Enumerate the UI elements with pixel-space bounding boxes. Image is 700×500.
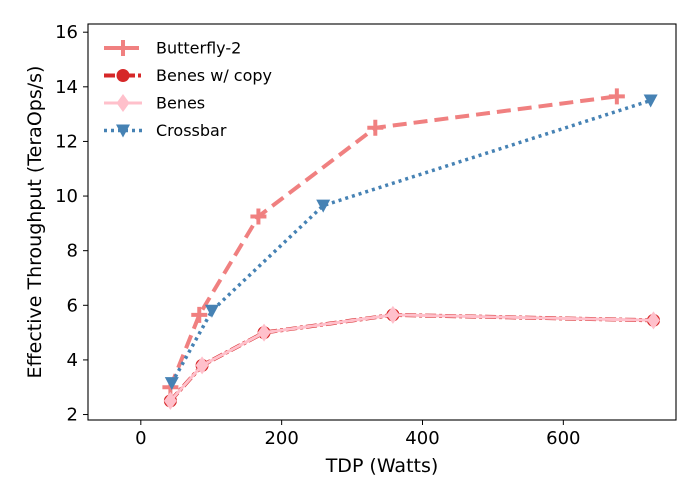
data-point <box>164 377 179 391</box>
y-tick-label: 14 <box>55 77 78 98</box>
data-point <box>257 323 271 342</box>
series-line <box>168 312 654 403</box>
legend-marker <box>116 124 130 138</box>
data-point <box>386 305 400 324</box>
series-layer <box>162 88 660 410</box>
x-tick-label: 0 <box>135 428 146 449</box>
legend-entry: Crossbar <box>104 121 227 140</box>
data-point <box>163 391 177 410</box>
y-tick-label: 10 <box>55 186 78 207</box>
data-point <box>316 199 331 213</box>
y-tick-label: 16 <box>55 22 78 43</box>
data-point <box>191 306 208 323</box>
series-3 <box>163 305 660 410</box>
series-1 <box>162 88 625 396</box>
legend-marker <box>116 94 130 112</box>
series-4 <box>164 94 658 391</box>
y-tick-label: 4 <box>67 350 78 371</box>
data-point <box>367 119 384 136</box>
plot-area: 0 200 400 600 2 4 6 8 10 12 14 16 <box>55 22 677 449</box>
series-line <box>168 94 618 388</box>
x-axis-label: TDP (Watts) <box>325 455 439 477</box>
legend-label: Butterfly-2 <box>156 39 241 58</box>
legend-label: Crossbar <box>156 121 227 140</box>
y-tick-label: 12 <box>55 131 78 152</box>
data-point <box>608 88 625 105</box>
x-tick-label: 200 <box>264 428 298 449</box>
data-point <box>204 304 219 318</box>
legend-label: Benes w/ copy <box>156 66 272 85</box>
data-point <box>250 208 267 225</box>
data-point <box>643 94 658 108</box>
y-tick-label: 2 <box>67 405 78 426</box>
series-2 <box>163 308 660 408</box>
x-axis-ticks: 0 200 400 600 <box>135 420 581 449</box>
legend-label: Benes <box>156 94 205 113</box>
legend: Butterfly-2 Benes w/ copy Benes Crossbar <box>104 39 272 140</box>
legend-marker <box>115 40 131 56</box>
data-point <box>195 356 209 375</box>
y-axis-ticks: 2 4 6 8 10 12 14 16 <box>55 22 88 426</box>
y-axis-label: Effective Throughput (TeraOps/s) <box>24 66 46 379</box>
legend-marker <box>116 69 130 82</box>
y-tick-label: 6 <box>67 295 78 316</box>
legend-entry: Butterfly-2 <box>104 39 241 58</box>
series-line <box>169 313 654 402</box>
plot-frame <box>87 23 677 421</box>
legend-entry: Benes <box>104 94 205 113</box>
y-tick-label: 8 <box>67 241 78 262</box>
x-tick-label: 600 <box>546 428 580 449</box>
x-tick-label: 400 <box>405 428 439 449</box>
legend-entry: Benes w/ copy <box>104 66 272 85</box>
data-point <box>646 311 660 330</box>
series-line <box>170 98 652 384</box>
